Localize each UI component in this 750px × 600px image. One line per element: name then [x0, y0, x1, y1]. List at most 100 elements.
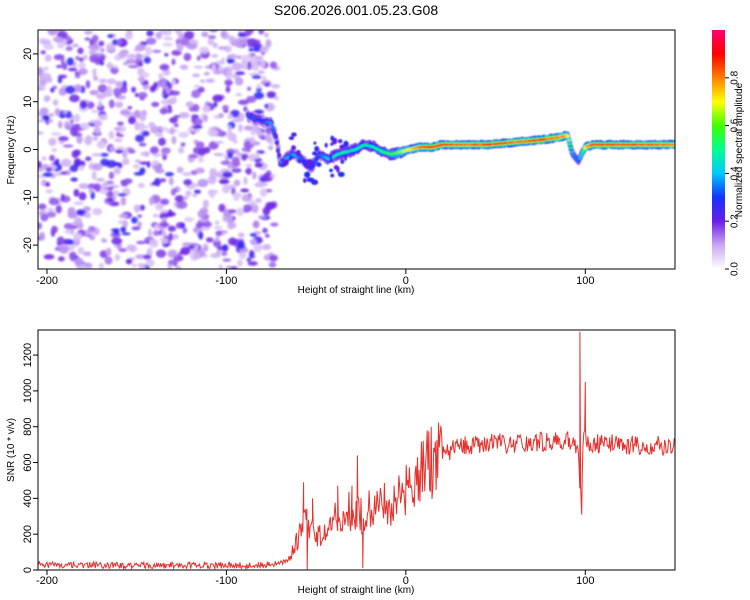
noise-blob	[270, 222, 279, 227]
noise-blob	[202, 104, 211, 113]
noise-blob	[91, 171, 97, 180]
noise-blob	[138, 75, 145, 84]
noise-blob	[47, 207, 55, 212]
noise-blob	[222, 258, 232, 262]
noise-blob	[198, 46, 210, 54]
noise-blob	[89, 89, 99, 96]
noise-blob	[269, 254, 278, 262]
noise-blob	[105, 247, 112, 257]
noise-blob	[218, 203, 226, 213]
noise-blob	[58, 87, 68, 96]
noise-blob	[149, 85, 156, 93]
noise-blob	[101, 239, 108, 243]
noise-blob	[85, 229, 96, 234]
noise-blob	[165, 171, 174, 177]
noise-blob	[217, 46, 228, 50]
noise-blob	[252, 62, 260, 71]
noise-blob	[241, 147, 248, 152]
colorbar-gradient	[712, 30, 725, 269]
noise-blob	[243, 176, 248, 186]
noise-blob	[134, 93, 139, 97]
noise-blob	[63, 223, 74, 230]
noise-blob	[155, 249, 167, 258]
ridge-core	[577, 157, 582, 160]
colorbar: 0.0 0.2 0.4 0.6 0.8 Normalized spectral ampl…	[712, 30, 745, 276]
noise-blob	[44, 54, 52, 62]
noise-blob	[254, 182, 266, 188]
noise-blob	[243, 125, 253, 131]
noise-blob	[183, 179, 193, 186]
noise-blob	[107, 34, 114, 39]
noise-blob	[68, 67, 78, 72]
ridge-scatter	[297, 158, 302, 164]
noise-blob	[252, 171, 257, 180]
noise-blob	[47, 76, 53, 84]
noise-blob	[52, 99, 59, 106]
noise-blob	[195, 141, 205, 149]
noise-blob	[171, 58, 176, 66]
noise-blob	[237, 55, 242, 60]
noise-blob	[237, 259, 243, 267]
noise-blob	[245, 95, 257, 103]
ridge-scatter	[291, 145, 297, 151]
noise-blob	[65, 85, 76, 94]
noise-blob	[176, 30, 183, 37]
noise-blob	[113, 127, 122, 131]
noise-blob	[57, 77, 63, 84]
noise-blob	[213, 226, 223, 230]
spectrogram-x-tick-label: -200	[36, 275, 58, 287]
noise-blob	[53, 54, 65, 61]
snr-frame	[37, 329, 676, 571]
noise-blob	[106, 78, 117, 85]
noise-blob	[255, 56, 264, 60]
noise-blob	[231, 62, 242, 71]
noise-blob	[228, 237, 237, 246]
noise-blob	[203, 71, 210, 76]
noise-blob	[98, 78, 108, 84]
noise-blob	[173, 123, 179, 128]
snr-panel: -200 -100 0 100 0 200 400 600 800 1000 1200 Heigh…	[6, 329, 676, 596]
noise-blob	[162, 36, 174, 41]
noise-blob	[243, 204, 253, 213]
noise-blob	[136, 240, 147, 245]
noise-blob	[252, 47, 261, 52]
noise-blob	[210, 252, 221, 258]
ridge-scatter	[344, 154, 348, 161]
noise-blob	[226, 131, 234, 140]
noise-blob	[194, 167, 205, 174]
noise-blob	[154, 224, 159, 231]
noise-blob	[42, 114, 50, 122]
snr-y-ticks: 0 200 400 600 800 1000 1200	[22, 343, 38, 573]
noise-blob	[237, 232, 245, 238]
noise-blob	[137, 67, 145, 76]
noise-blob	[142, 125, 149, 129]
colorbar-tick-label: 0.6	[730, 118, 741, 132]
ridge-scatter	[324, 142, 328, 148]
noise-blob	[226, 53, 238, 60]
noise-blob	[260, 45, 269, 53]
noise-blob	[135, 53, 143, 61]
noise-blob	[253, 91, 265, 100]
noise-blob	[43, 254, 55, 260]
noise-blob	[99, 262, 104, 269]
noise-blob	[114, 101, 124, 109]
noise-blob	[140, 151, 145, 156]
noise-blob	[202, 246, 209, 252]
noise-blob	[161, 238, 168, 245]
noise-blob	[221, 251, 228, 257]
noise-blob	[255, 197, 262, 204]
noise-blob	[101, 182, 109, 190]
noise-blob	[62, 62, 68, 71]
noise-blob	[89, 119, 96, 124]
noise-blob	[180, 222, 185, 228]
ridge-scatter	[289, 154, 293, 161]
spectrogram-y-tick-label: 10	[22, 96, 34, 108]
noise-blob	[257, 215, 267, 219]
noise-blob	[176, 200, 188, 209]
noise-blob	[248, 249, 255, 259]
noise-blob	[243, 106, 248, 112]
noise-blob	[38, 84, 46, 89]
ridge-scatter	[316, 162, 322, 168]
noise-blob	[127, 149, 136, 154]
